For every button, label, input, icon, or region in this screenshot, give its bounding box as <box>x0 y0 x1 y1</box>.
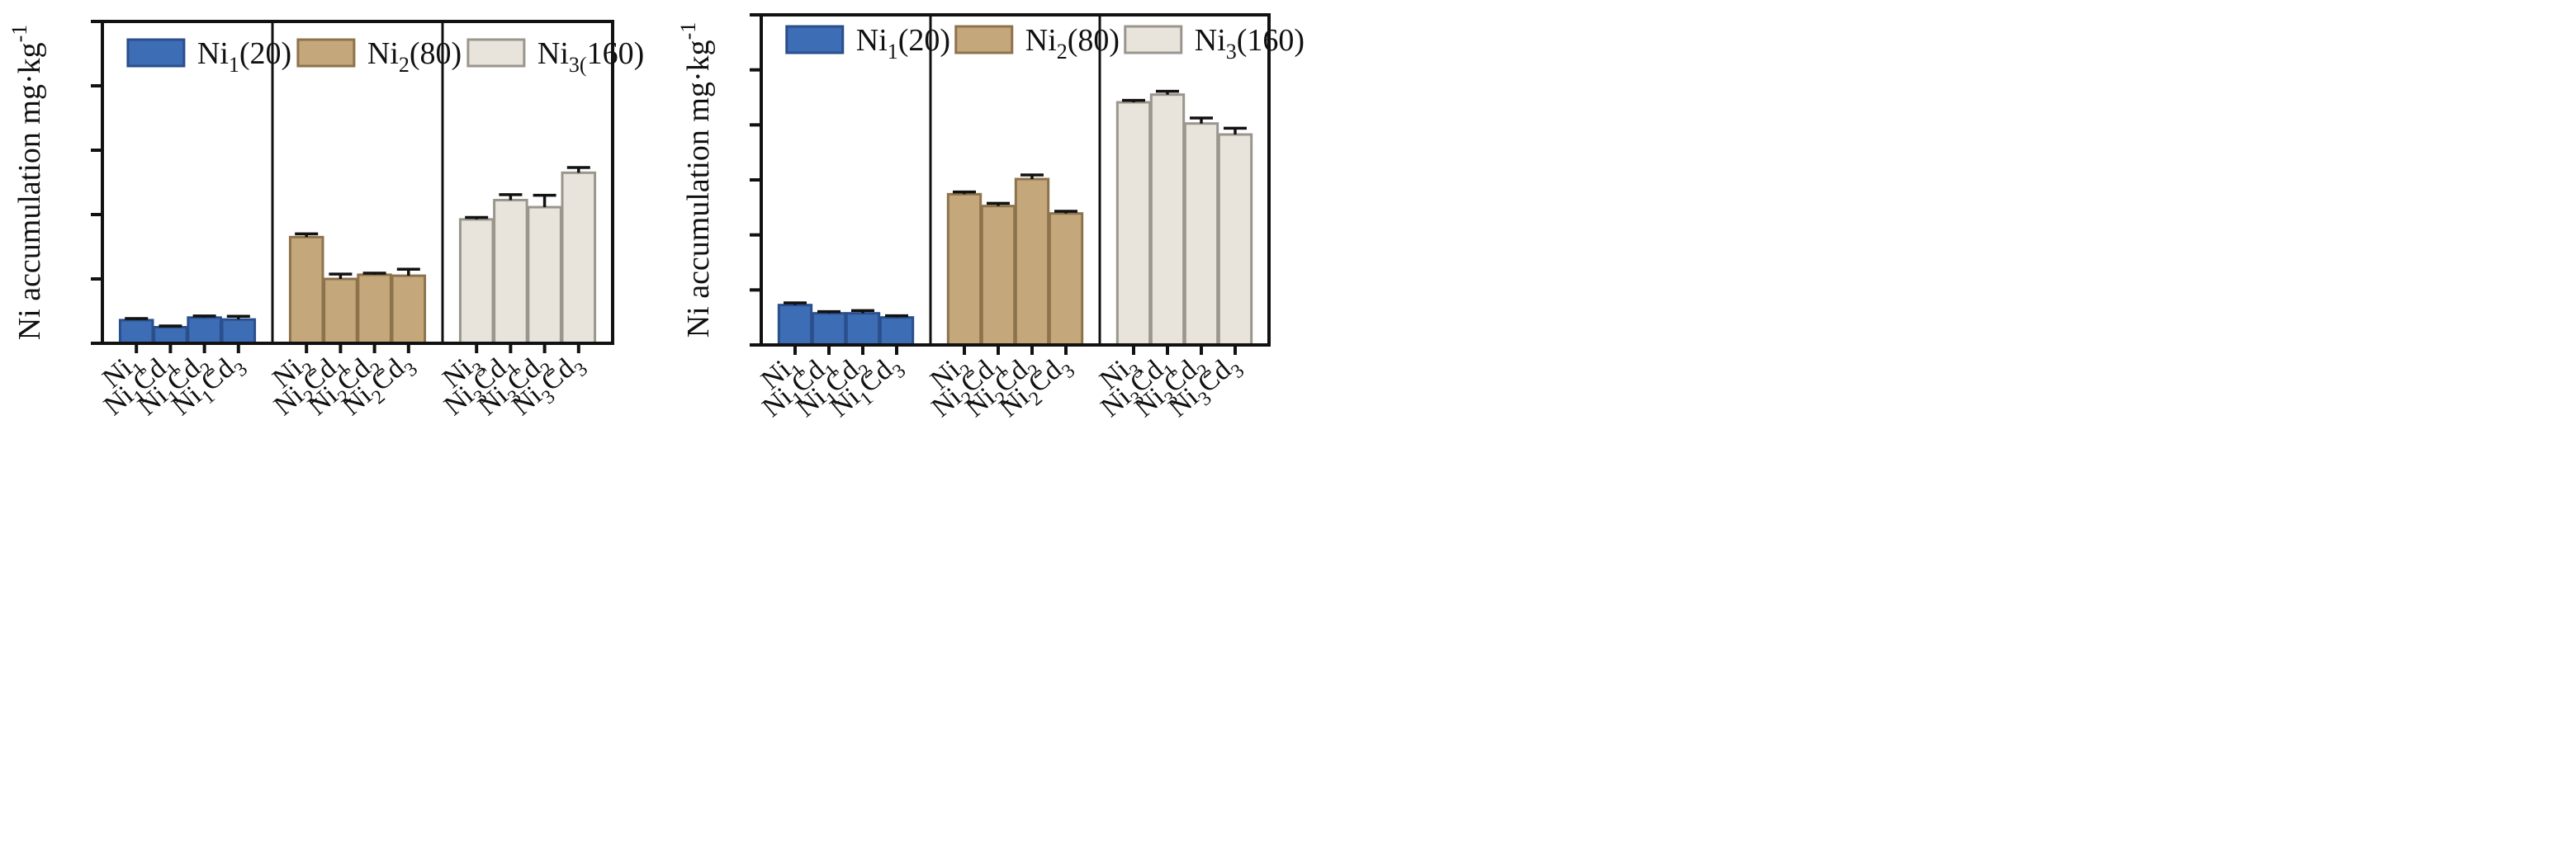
bar <box>878 316 915 347</box>
bar <box>845 312 881 347</box>
bar <box>777 304 813 347</box>
legend-swatch <box>954 25 1014 54</box>
legend-swatch <box>466 38 526 68</box>
bar <box>458 218 495 345</box>
bar <box>323 277 358 345</box>
chart-panel-a: Ni accumulation mg·kg-1Ni1(20)Ni1Ni1Cd1N… <box>7 20 644 422</box>
bar <box>391 274 427 345</box>
legend-swatch <box>126 38 186 68</box>
y-axis-label: Ni accumulation mg·kg-1 <box>676 22 716 338</box>
bar <box>1149 93 1186 347</box>
legend-swatch <box>785 25 845 54</box>
legend-label: Ni2(80) <box>367 36 462 77</box>
bar <box>1183 122 1219 347</box>
plot-frame <box>760 13 1271 347</box>
bar <box>980 205 1016 347</box>
legend-label: Ni2(80) <box>1025 23 1120 64</box>
legend-label: Ni3(160) <box>1195 23 1305 64</box>
bar <box>1014 177 1050 347</box>
bar <box>1048 212 1084 347</box>
legend-swatch <box>1124 25 1183 54</box>
bar <box>811 312 847 347</box>
legend-swatch <box>296 38 356 68</box>
y-axis-label: Ni accumulation mg·kg-1 <box>7 25 47 341</box>
bar <box>527 205 562 345</box>
bar <box>493 198 528 345</box>
legend-label: Ni1(20) <box>197 36 291 77</box>
plot-frame <box>101 20 614 345</box>
bar <box>1217 133 1253 347</box>
legend-label: Ni1(20) <box>856 23 950 64</box>
bar <box>1115 101 1152 347</box>
bar <box>946 192 983 347</box>
legend-label: Ni3(160) <box>537 36 644 77</box>
